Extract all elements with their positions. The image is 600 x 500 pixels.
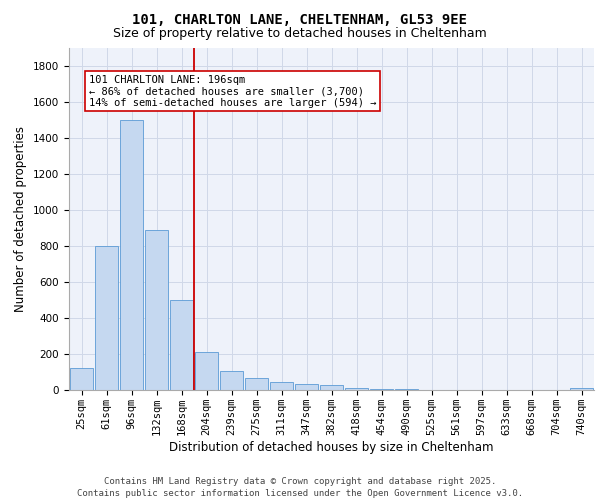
- Text: 101 CHARLTON LANE: 196sqm
← 86% of detached houses are smaller (3,700)
14% of se: 101 CHARLTON LANE: 196sqm ← 86% of detac…: [89, 74, 377, 108]
- Bar: [370, 389, 393, 390]
- Y-axis label: Number of detached properties: Number of detached properties: [14, 126, 28, 312]
- Text: 101, CHARLTON LANE, CHELTENHAM, GL53 9EE: 101, CHARLTON LANE, CHELTENHAM, GL53 9EE: [133, 12, 467, 26]
- Bar: [295, 384, 318, 390]
- Bar: [195, 352, 218, 390]
- Bar: [570, 388, 593, 390]
- Bar: [220, 370, 243, 390]
- Bar: [345, 388, 368, 390]
- Bar: [270, 382, 293, 390]
- Text: Size of property relative to detached houses in Cheltenham: Size of property relative to detached ho…: [113, 28, 487, 40]
- Text: Contains HM Land Registry data © Crown copyright and database right 2025.
Contai: Contains HM Land Registry data © Crown c…: [77, 476, 523, 498]
- Bar: [245, 378, 268, 390]
- X-axis label: Distribution of detached houses by size in Cheltenham: Distribution of detached houses by size …: [169, 440, 494, 454]
- Bar: [170, 300, 193, 390]
- Bar: [145, 230, 168, 390]
- Bar: [95, 246, 118, 390]
- Bar: [70, 368, 93, 390]
- Bar: [120, 120, 143, 390]
- Bar: [320, 385, 343, 390]
